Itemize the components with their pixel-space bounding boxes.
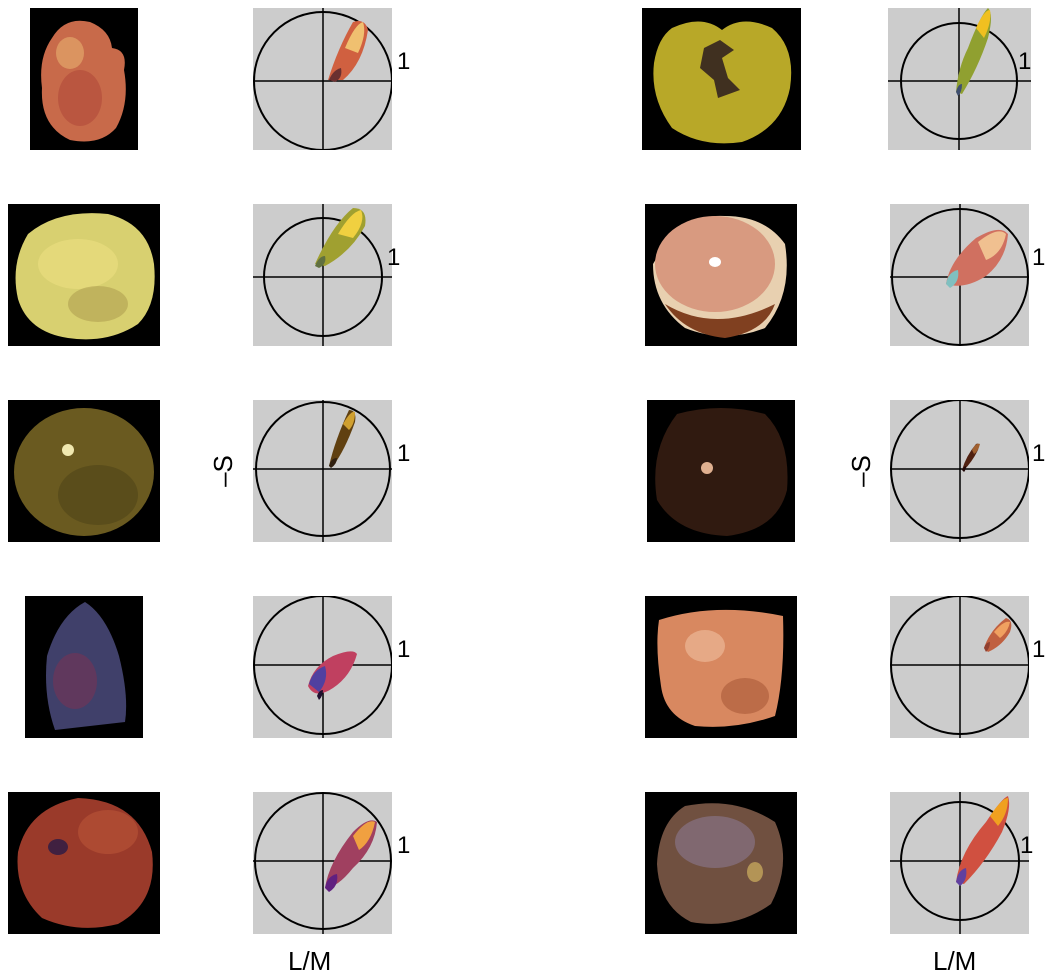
x-axis-label: L/M [933,946,977,976]
fruit-image-10 [645,792,797,934]
y-axis-label: –S [845,455,876,487]
color-plot-8 [890,400,1029,542]
color-plot-2 [253,204,392,346]
unit-circle-label: 1 [1032,440,1045,467]
unit-circle-label: 1 [1032,244,1045,271]
unit-circle-label: 1 [387,244,401,271]
unit-circle-label: 1 [397,636,411,663]
unit-circle-label: 1 [1032,636,1045,663]
unit-circle-label: 1 [1020,832,1034,859]
color-plot-3 [253,400,392,542]
color-plot-4 [253,596,392,738]
fruit-image-4 [25,596,143,738]
fruit-image-8 [647,400,795,542]
color-plot-10 [890,792,1029,934]
color-plot-7 [890,204,1029,346]
fruit-image-1 [30,8,138,150]
color-plot-9 [890,596,1029,738]
color-plot-6 [888,8,1031,150]
unit-circle-label: 1 [397,832,411,859]
x-axis-label: L/M [288,946,332,976]
fruit-image-9 [645,596,797,738]
y-axis-label: –S [207,455,238,487]
fruit-image-3 [8,400,160,542]
color-plot-5 [253,792,392,934]
color-plot-1 [253,8,392,150]
fruit-image-2 [8,204,160,346]
fruit-image-6 [642,8,801,150]
unit-circle-label: 1 [1018,48,1032,75]
fruit-image-7 [645,204,797,346]
unit-circle-label: 1 [397,48,411,75]
unit-circle-label: 1 [397,440,411,467]
fruit-image-5 [8,792,160,934]
